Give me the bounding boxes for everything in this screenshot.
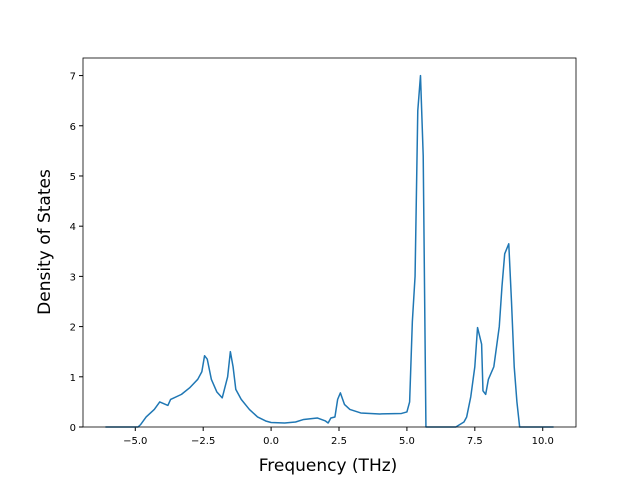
y-tick-label: 2 [70, 323, 76, 334]
x-axis-label: Frequency (THz) [259, 456, 398, 476]
y-tick-label: 5 [70, 172, 76, 183]
y-tick-label: 1 [70, 373, 76, 384]
y-tick-label: 4 [70, 222, 76, 233]
y-axis-label: Density of States [35, 169, 55, 315]
y-tick-label: 3 [70, 272, 76, 283]
x-tick-label: 10.0 [532, 436, 554, 447]
x-tick-label: −5.0 [123, 436, 147, 447]
x-tick-label: 5.0 [399, 436, 415, 447]
y-tick-label: 6 [70, 122, 76, 133]
x-tick-label: −2.5 [191, 436, 215, 447]
y-tick-label: 0 [70, 423, 76, 434]
x-tick-label: 0.0 [263, 436, 279, 447]
x-tick-label: 7.5 [467, 436, 483, 447]
axes-frame [82, 57, 577, 428]
line [105, 74, 554, 428]
y-tick-label: 7 [70, 72, 76, 83]
x-tick-label: 2.5 [331, 436, 347, 447]
